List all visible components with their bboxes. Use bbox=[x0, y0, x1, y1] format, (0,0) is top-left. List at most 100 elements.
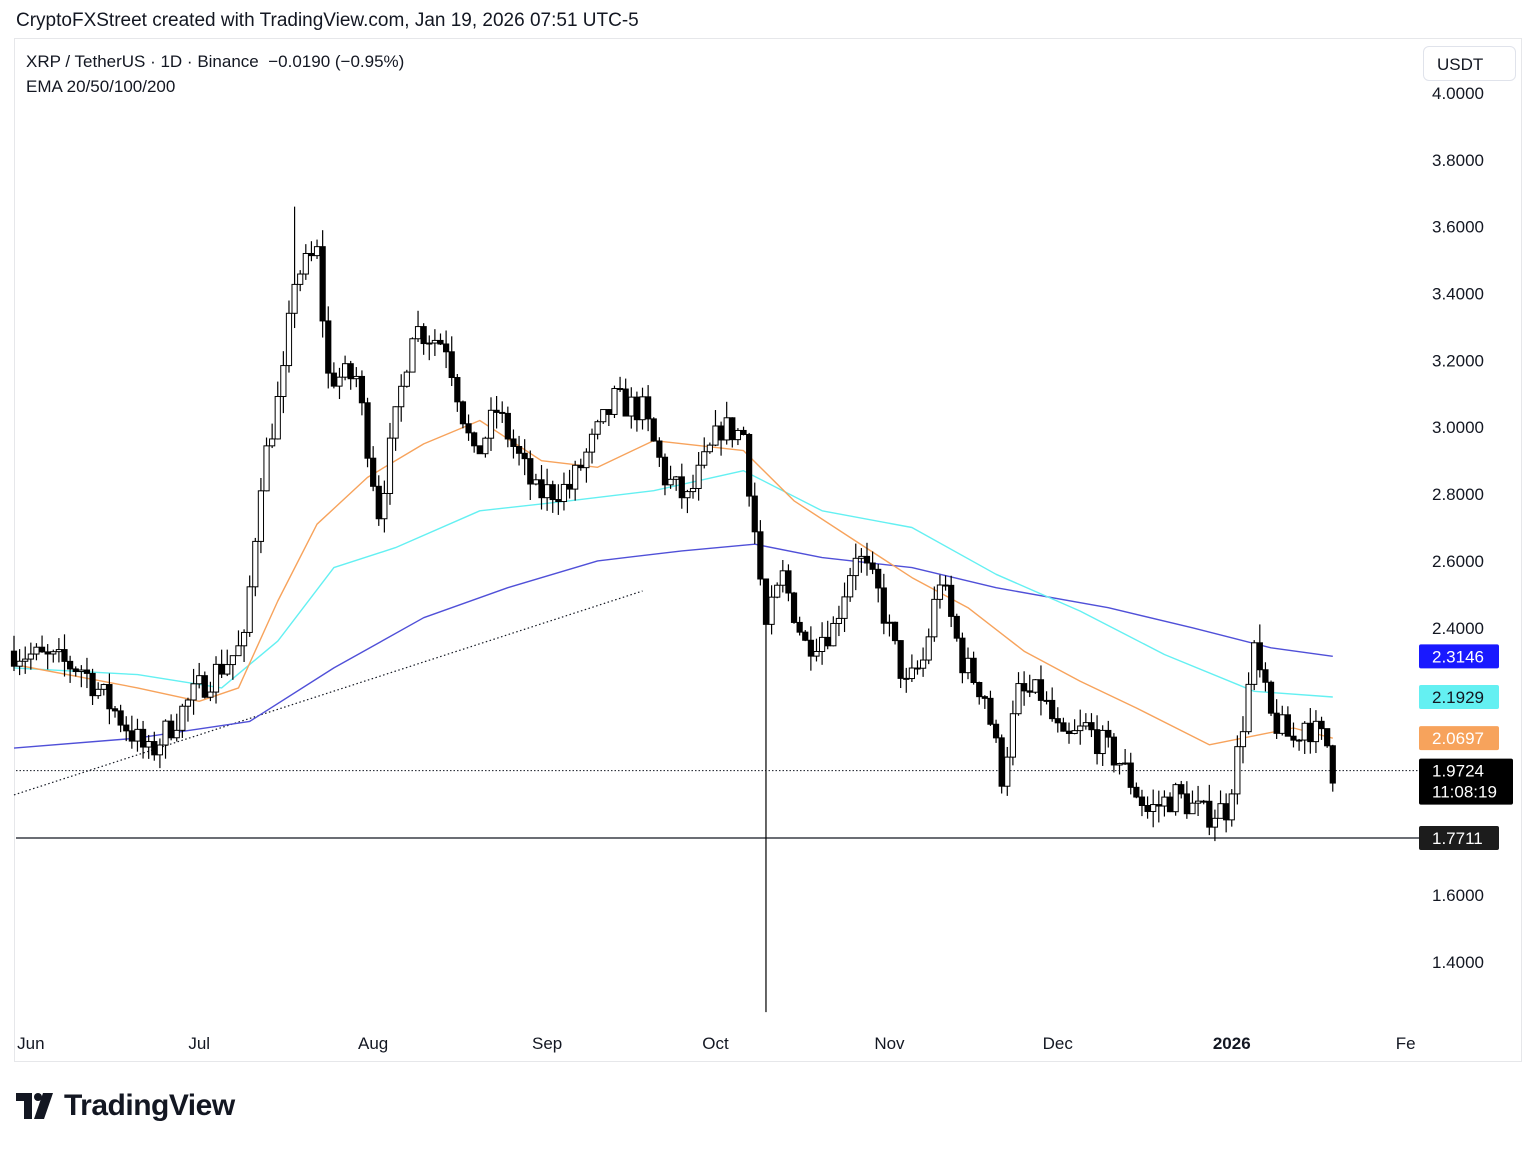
candle-down bbox=[1021, 683, 1028, 692]
candle-up bbox=[858, 555, 865, 559]
candle-down bbox=[128, 730, 135, 742]
candle-up bbox=[818, 636, 826, 652]
candle-up bbox=[774, 584, 781, 598]
candle-down bbox=[1284, 714, 1291, 737]
candle-up bbox=[190, 683, 197, 701]
symbol-legend[interactable]: XRP / TetherUS · 1D · Binance −0.0190 (−… bbox=[26, 52, 404, 72]
candle-up bbox=[212, 663, 220, 693]
ema-line-blue bbox=[13, 543, 1333, 749]
candle-down bbox=[981, 696, 988, 699]
candle-up bbox=[1122, 762, 1129, 765]
y-tick-label: 3.6000 bbox=[1432, 218, 1484, 237]
candle-up bbox=[706, 444, 713, 453]
candle-down bbox=[38, 646, 46, 653]
candle-down bbox=[1026, 690, 1033, 693]
candle-down bbox=[948, 584, 955, 617]
candle-down bbox=[622, 388, 629, 417]
candle-down bbox=[1133, 786, 1140, 798]
candle-down bbox=[976, 681, 983, 698]
candle-up bbox=[257, 490, 265, 542]
candle-down bbox=[364, 402, 371, 459]
candle-up bbox=[392, 406, 399, 439]
candle-down bbox=[633, 396, 641, 421]
x-tick-label: Jun bbox=[17, 1034, 44, 1053]
x-tick-label: Aug bbox=[358, 1034, 388, 1053]
tradingview-logo-text: TradingView bbox=[64, 1089, 235, 1122]
indicator-legend[interactable]: EMA 20/50/100/200 bbox=[26, 77, 176, 96]
candle-down bbox=[863, 555, 871, 564]
candle-up bbox=[1009, 713, 1016, 758]
x-tick-label: Fe bbox=[1396, 1034, 1416, 1053]
candle-up bbox=[252, 540, 259, 588]
candle-down bbox=[746, 433, 753, 497]
candle-down bbox=[510, 438, 517, 447]
y-tick-label: 2.4000 bbox=[1432, 619, 1484, 638]
candle-up bbox=[572, 464, 579, 490]
candle-up bbox=[426, 342, 433, 345]
candle-down bbox=[1273, 712, 1280, 734]
x-tick-label: Dec bbox=[1043, 1034, 1074, 1053]
candle-up bbox=[246, 586, 253, 633]
x-tick-label: Sep bbox=[532, 1034, 562, 1053]
candle-up bbox=[734, 429, 742, 441]
candle-down bbox=[796, 621, 803, 633]
candle-up bbox=[269, 438, 276, 447]
candle-down bbox=[1166, 796, 1174, 813]
candle-down bbox=[308, 252, 315, 257]
candle-up bbox=[229, 655, 236, 666]
tradingview-logo-icon bbox=[16, 1093, 53, 1119]
candle-up bbox=[381, 492, 388, 520]
currency-button[interactable]: USDT bbox=[1423, 46, 1516, 81]
candle-up bbox=[925, 636, 932, 661]
candle-down bbox=[83, 669, 91, 674]
candle-up bbox=[936, 584, 944, 600]
candle-down bbox=[448, 351, 455, 379]
candle-down bbox=[201, 675, 208, 698]
candle-up bbox=[1015, 683, 1022, 715]
candle-up bbox=[847, 575, 854, 598]
attribution-text: CryptoFXStreet created with TradingView.… bbox=[16, 10, 639, 31]
candle-down bbox=[527, 458, 534, 485]
price-change: −0.0190 (−0.95%) bbox=[268, 52, 405, 71]
y-tick-label: 3.4000 bbox=[1432, 285, 1484, 304]
candle-down bbox=[459, 401, 467, 425]
candle-down bbox=[751, 495, 758, 533]
x-tick-label: Oct bbox=[702, 1034, 729, 1053]
candle-up bbox=[263, 445, 270, 492]
y-tick-label: 4.0000 bbox=[1432, 84, 1484, 103]
candle-up bbox=[207, 691, 214, 698]
candle-up bbox=[240, 631, 248, 647]
candle-down bbox=[914, 667, 921, 670]
candle-up bbox=[1234, 746, 1241, 795]
candle-down bbox=[1138, 796, 1146, 806]
candle-down bbox=[942, 584, 949, 587]
candle-down bbox=[1060, 722, 1067, 732]
candle-down bbox=[330, 372, 337, 387]
candle-down bbox=[1110, 736, 1118, 766]
ema-line-cyan bbox=[13, 470, 1333, 698]
candle-down bbox=[370, 457, 377, 487]
candle-up bbox=[27, 653, 34, 660]
candle-up bbox=[1082, 722, 1089, 727]
candle-down bbox=[762, 578, 770, 625]
candle-down bbox=[807, 639, 814, 657]
candle-up bbox=[1295, 739, 1303, 742]
candle-down bbox=[656, 440, 663, 458]
candle-up bbox=[341, 363, 349, 378]
candle-up bbox=[583, 451, 590, 469]
candle-up bbox=[695, 464, 702, 489]
candle-down bbox=[605, 409, 612, 415]
candle-down bbox=[875, 568, 882, 589]
candle-down bbox=[897, 640, 904, 679]
candle-down bbox=[1037, 679, 1045, 701]
candle-up bbox=[285, 312, 293, 367]
tradingview-logo[interactable]: TradingView bbox=[16, 1086, 235, 1126]
candle-down bbox=[44, 651, 51, 655]
symbol-label: XRP / TetherUS · 1D · Binance bbox=[26, 52, 259, 71]
candle-up bbox=[100, 684, 107, 690]
candle-up bbox=[1245, 683, 1252, 733]
candle-up bbox=[684, 491, 691, 499]
candle-up bbox=[835, 617, 843, 624]
candle-down bbox=[1318, 720, 1325, 730]
